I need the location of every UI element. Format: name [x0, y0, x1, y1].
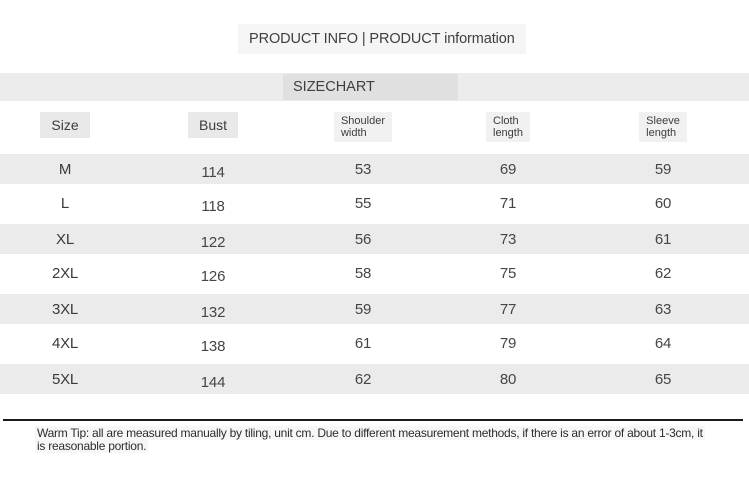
size-cell: 4XL [51, 335, 79, 352]
sleeve-cell: 63 [654, 300, 672, 318]
size-cell: 2XL [51, 265, 79, 282]
col-header-bust: Bust [130, 112, 296, 142]
col-header-shoulder-line2: width [340, 126, 367, 139]
col-header-size-label: Size [40, 112, 90, 138]
cloth-cell: 71 [499, 195, 517, 212]
table-row-m: M 114 53 69 59 [0, 151, 749, 186]
bust-cell: 132 [200, 303, 226, 321]
bust-cell: 144 [200, 373, 226, 391]
sizechart-title: SIZECHART [293, 79, 375, 95]
col-header-sleeve-line2: length [646, 126, 677, 139]
warm-tip-line1: Warm Tip: all are measured manually by t… [35, 426, 705, 440]
table-row-4xl: 4XL 138 61 79 64 [0, 326, 749, 361]
col-header-cloth-length: Cloth length [430, 112, 586, 142]
bust-cell: 118 [201, 198, 225, 215]
cloth-cell: 75 [499, 265, 517, 282]
col-header-shoulder-width: Shoulder width [296, 112, 430, 142]
col-header-cloth-line2: length [493, 126, 523, 139]
col-header-sleeve-line1: Sleeve [646, 115, 680, 127]
table-header-row: Size Bust Shoulder width Cloth length Sl… [0, 112, 749, 142]
shoulder-cell: 59 [354, 300, 372, 318]
cloth-cell: 80 [499, 370, 517, 388]
size-cell: L [60, 195, 70, 212]
sleeve-cell: 65 [654, 370, 672, 388]
table-row-2xl: 2XL 126 58 75 62 [0, 256, 749, 291]
sleeve-cell: 62 [654, 265, 672, 282]
sleeve-cell: 59 [654, 160, 672, 178]
table-row-xl: XL 122 56 73 61 [0, 221, 749, 256]
sizechart-band: SIZECHART [0, 73, 749, 101]
table-row-5xl: 5XL 144 62 80 65 [0, 361, 749, 396]
sleeve-cell: 60 [654, 195, 672, 212]
warm-tip: Warm Tip: all are measured manually by t… [35, 426, 705, 453]
size-cell: 3XL [51, 300, 79, 318]
bust-cell: 114 [201, 163, 225, 181]
shoulder-cell: 58 [354, 265, 372, 282]
cloth-cell: 69 [499, 160, 517, 178]
table-row-3xl: 3XL 132 59 77 63 [0, 291, 749, 326]
col-header-shoulder-line1: Shoulder [340, 115, 386, 127]
shoulder-cell: 53 [354, 160, 372, 178]
divider-line [3, 419, 743, 421]
size-cell: XL [56, 230, 74, 248]
product-info-banner: PRODUCT INFO | PRODUCT information [238, 24, 526, 54]
shoulder-cell: 61 [354, 335, 372, 352]
shoulder-cell: 62 [354, 370, 372, 388]
sleeve-cell: 64 [654, 335, 672, 352]
cloth-cell: 77 [499, 300, 517, 318]
cloth-cell: 79 [499, 335, 517, 352]
col-header-bust-label: Bust [187, 112, 238, 138]
shoulder-cell: 56 [354, 230, 372, 248]
size-cell: M [58, 160, 72, 178]
col-header-cloth-line1: Cloth [493, 115, 519, 127]
size-table-body: M 114 53 69 59 L 118 55 71 60 XL 122 56 … [0, 151, 749, 396]
col-header-size: Size [0, 112, 130, 142]
cloth-cell: 73 [499, 230, 517, 248]
table-row-l: L 118 55 71 60 [0, 186, 749, 221]
col-header-sleeve-length: Sleeve length [586, 112, 740, 142]
shoulder-cell: 55 [354, 195, 372, 212]
product-info-title: PRODUCT INFO | PRODUCT information [249, 31, 515, 47]
bust-cell: 126 [200, 268, 226, 285]
bust-cell: 122 [200, 233, 226, 251]
size-cell: 5XL [51, 370, 79, 388]
sleeve-cell: 61 [654, 230, 672, 248]
warm-tip-line2: is reasonable portion. [35, 439, 149, 453]
sizechart-title-box: SIZECHART [283, 74, 458, 100]
bust-cell: 138 [200, 338, 226, 355]
